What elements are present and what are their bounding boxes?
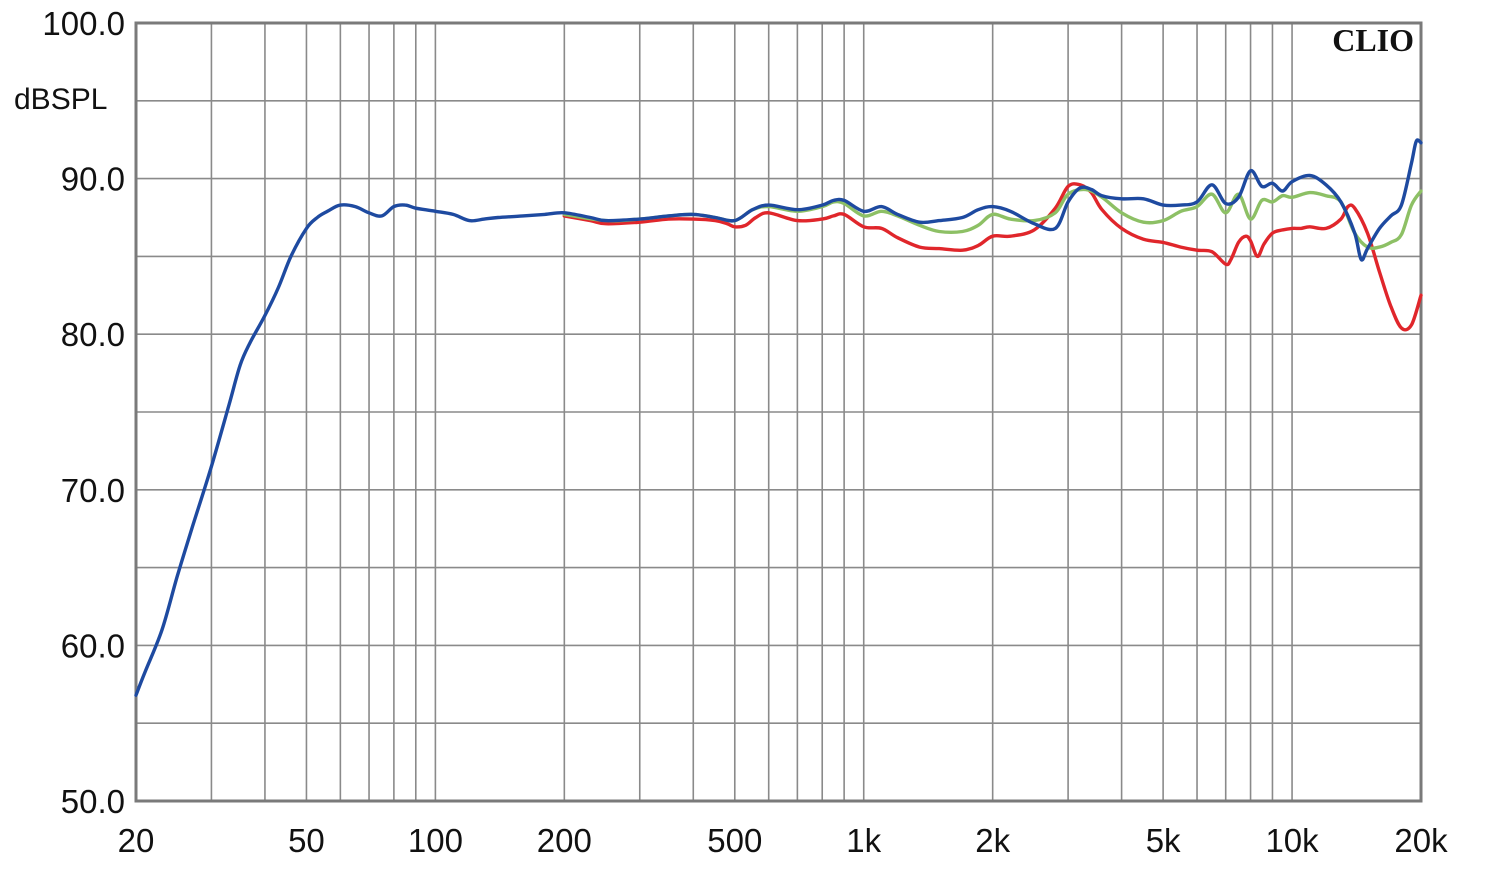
x-tick-label: 20k — [1394, 822, 1448, 859]
y-tick-labels: 100.0 90.0 80.0 70.0 60.0 50.0 — [42, 5, 125, 820]
series-line-3 — [134, 138, 1423, 697]
x-tick-label: 2k — [975, 822, 1010, 859]
y-tick-label: 100.0 — [42, 5, 125, 42]
x-tick-label: 1k — [846, 822, 881, 859]
y-tick-label: 50.0 — [61, 783, 125, 820]
y-tick-label: 90.0 — [61, 161, 125, 198]
plot-frame — [134, 21, 1423, 803]
x-tick-label: 10k — [1265, 822, 1319, 859]
x-tick-labels: 20 50 100 200 500 1k 2k 5k 10k 20k — [118, 822, 1448, 859]
x-tick-label: 20 — [118, 822, 155, 859]
grid-lines — [136, 23, 1421, 801]
y-tick-label: 80.0 — [61, 316, 125, 353]
x-tick-label: 50 — [288, 822, 325, 859]
series-group — [134, 138, 1423, 697]
y-tick-label: 60.0 — [61, 627, 125, 664]
x-tick-label: 5k — [1146, 822, 1181, 859]
y-axis-label: dBSPL — [14, 83, 107, 116]
brand-logo-text: CLIO — [1332, 22, 1414, 58]
x-tick-label: 100 — [408, 822, 463, 859]
x-tick-label: 200 — [537, 822, 592, 859]
y-tick-label: 70.0 — [61, 472, 125, 509]
x-tick-label: 500 — [707, 822, 762, 859]
